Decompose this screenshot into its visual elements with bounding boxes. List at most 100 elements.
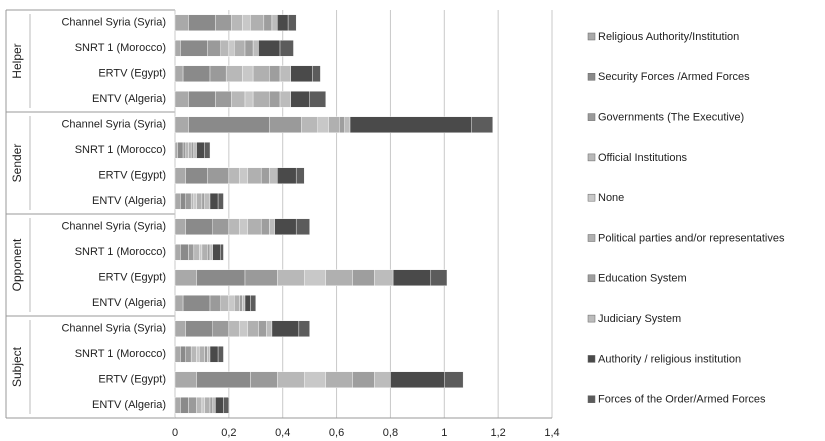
bar-segment bbox=[279, 40, 294, 57]
bar-segment bbox=[328, 116, 340, 133]
bar-segment bbox=[193, 193, 197, 210]
bar-segment bbox=[174, 295, 184, 312]
group-label: Subject bbox=[10, 346, 24, 387]
legend-label: Security Forces /Armed Forces bbox=[598, 71, 750, 83]
bar-segment bbox=[201, 193, 205, 210]
bar-segment bbox=[215, 91, 232, 108]
group-label: Helper bbox=[10, 43, 24, 78]
bar-segment bbox=[174, 91, 189, 108]
category-label: ERTV (Egypt) bbox=[98, 374, 166, 386]
legend-swatch bbox=[587, 32, 596, 41]
bar-segment bbox=[185, 320, 213, 337]
bar-segment bbox=[317, 116, 329, 133]
legend-swatch bbox=[587, 274, 596, 283]
x-tick-label: 0,2 bbox=[221, 427, 236, 439]
bar-segment bbox=[444, 371, 464, 388]
bar-segment bbox=[201, 244, 208, 261]
category-label: ERTV (Egypt) bbox=[98, 170, 166, 182]
legend-label: Religious Authority/Institution bbox=[598, 31, 739, 43]
group-label: Sender bbox=[10, 144, 24, 183]
bar-segment bbox=[344, 116, 351, 133]
bar-segment bbox=[182, 295, 211, 312]
bar-segment bbox=[209, 193, 219, 210]
bar-segment bbox=[204, 193, 211, 210]
legend-swatch bbox=[587, 355, 596, 363]
bar-segment bbox=[239, 295, 243, 312]
bar-segment bbox=[234, 40, 246, 57]
bar-segment bbox=[209, 65, 227, 82]
bar-segment bbox=[212, 397, 216, 414]
bar-segment bbox=[196, 193, 203, 210]
bar-segment bbox=[471, 116, 493, 133]
x-tick-label: 0,4 bbox=[275, 427, 290, 439]
bar-segment bbox=[220, 40, 230, 57]
bar-segment bbox=[250, 371, 278, 388]
bar-segment bbox=[174, 320, 186, 337]
bar-segment bbox=[212, 218, 230, 235]
bar-segment bbox=[263, 14, 273, 31]
bar-segment bbox=[204, 142, 211, 159]
bar-segment bbox=[209, 295, 221, 312]
bar-segment bbox=[209, 397, 213, 414]
bar-segment bbox=[180, 397, 189, 414]
bar-segment bbox=[174, 167, 186, 184]
bar-segment bbox=[174, 371, 197, 388]
bar-segment bbox=[188, 244, 195, 261]
bar-segment bbox=[201, 397, 205, 414]
bar-segment bbox=[180, 40, 208, 57]
x-tick-label: 1,4 bbox=[544, 427, 559, 439]
bar-segment bbox=[242, 14, 251, 31]
category-label: ENTV (Algeria) bbox=[92, 297, 166, 309]
bar-segment bbox=[260, 167, 270, 184]
bar-segment bbox=[247, 218, 262, 235]
bar-segment bbox=[185, 218, 213, 235]
bar-segment bbox=[220, 295, 230, 312]
bar-segment bbox=[217, 346, 224, 363]
bar-segment bbox=[188, 116, 270, 133]
bar-segment bbox=[239, 320, 248, 337]
bar-segment bbox=[188, 397, 197, 414]
category-label: SNRT 1 (Morocco) bbox=[75, 348, 166, 360]
category-label: ENTV (Algeria) bbox=[92, 93, 166, 105]
bar-segment bbox=[279, 91, 291, 108]
bar-segment bbox=[207, 167, 230, 184]
bar-segment bbox=[207, 244, 211, 261]
bar-segment bbox=[250, 295, 256, 312]
bar-segment bbox=[295, 218, 310, 235]
bar-segment bbox=[247, 167, 262, 184]
bar-segment bbox=[174, 40, 181, 57]
bar-segment bbox=[185, 142, 189, 159]
bar-segment bbox=[223, 397, 230, 414]
bar-segment bbox=[215, 14, 232, 31]
bar-segment bbox=[185, 167, 208, 184]
bar-segment bbox=[174, 65, 184, 82]
bar-segment bbox=[228, 40, 235, 57]
bar-segment bbox=[304, 269, 326, 286]
bar-segment bbox=[204, 346, 208, 363]
bar-segment bbox=[228, 295, 235, 312]
bar-segment bbox=[220, 244, 224, 261]
category-label: Channel Syria (Syria) bbox=[61, 119, 166, 131]
bar-segment bbox=[271, 320, 300, 337]
category-label: SNRT 1 (Morocco) bbox=[75, 42, 166, 54]
bar-segment bbox=[196, 142, 205, 159]
bar-segment bbox=[258, 320, 267, 337]
bar-segment bbox=[228, 167, 240, 184]
bar-segment bbox=[309, 91, 326, 108]
bar-segment bbox=[199, 346, 205, 363]
bar-segment bbox=[244, 269, 278, 286]
bar-segment bbox=[188, 14, 216, 31]
bar-segment bbox=[349, 116, 472, 133]
bar-segment bbox=[244, 295, 251, 312]
bar-segment bbox=[190, 142, 195, 159]
bar-segment bbox=[180, 193, 186, 210]
bar-segment bbox=[244, 40, 254, 57]
bar-segment bbox=[352, 269, 375, 286]
group-label: Opponent bbox=[10, 238, 24, 291]
category-label: Channel Syria (Syria) bbox=[61, 221, 166, 233]
x-tick-label: 1,2 bbox=[490, 427, 505, 439]
bar-segment bbox=[196, 269, 246, 286]
legend-swatch bbox=[587, 113, 596, 121]
bar-segment bbox=[207, 40, 221, 57]
